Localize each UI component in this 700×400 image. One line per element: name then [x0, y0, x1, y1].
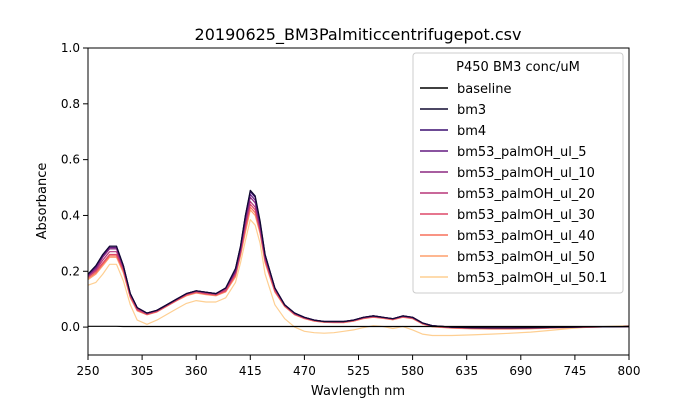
y-tick-label: 0.8	[61, 97, 80, 111]
x-tick-label: 800	[618, 364, 641, 378]
x-tick-label: 690	[509, 364, 532, 378]
legend-label: bm53_palmOH_ul_50.1	[457, 271, 607, 286]
legend-box	[412, 52, 624, 294]
x-tick-label: 305	[131, 364, 154, 378]
chart-title: 20190625_BM3Palmiticcentrifugepot.csv	[195, 25, 522, 45]
y-tick-label: 0.6	[61, 153, 80, 167]
y-axis-label: Absorbance	[35, 163, 50, 240]
legend-title: P450 BM3 conc/uM	[456, 60, 580, 75]
series-line-bm53_palmOH_ul_50.1	[87, 219, 630, 337]
legend-label: baseline	[457, 82, 511, 97]
legend-label: bm53_palmOH_ul_20	[457, 187, 595, 202]
x-tick-label: 360	[185, 364, 208, 378]
x-tick-label: 470	[293, 364, 316, 378]
legend-label: bm53_palmOH_ul_10	[457, 166, 595, 181]
legend-items: baseline bm3 bm4 bm53_palmOH_ul_5 bm53_palmO…	[420, 82, 607, 286]
y-tick-label: 0.2	[61, 264, 80, 278]
x-tick-label: 745	[563, 364, 586, 378]
legend-label: bm53_palmOH_ul_5	[457, 145, 587, 160]
series-line-bm3	[87, 189, 630, 329]
x-axis-label: Wavlength nm	[311, 384, 405, 399]
legend-label: bm3	[457, 103, 486, 118]
legend-label: bm53_palmOH_ul_30	[457, 208, 595, 223]
legend: P450 BM3 conc/uM baseline bm3 bm4 bm53_palm…	[412, 52, 624, 294]
series-layer	[87, 189, 630, 337]
x-tick-label: 580	[401, 364, 424, 378]
x-tick-label: 415	[239, 364, 262, 378]
x-tick-label: 250	[77, 364, 100, 378]
y-tick-label: 0.4	[61, 208, 80, 222]
legend-label: bm53_palmOH_ul_50	[457, 250, 595, 265]
legend-label: bm53_palmOH_ul_40	[457, 229, 595, 244]
y-tick-label: 1.0	[61, 41, 80, 55]
x-tick-label: 525	[347, 364, 370, 378]
x-axis: 250 305 360 415 470 525 580 635 690 745 800	[77, 355, 641, 378]
legend-label: bm4	[457, 124, 486, 139]
y-tick-label: 0.0	[61, 320, 80, 334]
x-tick-label: 635	[455, 364, 478, 378]
y-axis: 0.0 0.2 0.4 0.6 0.8 1.0	[61, 41, 88, 334]
